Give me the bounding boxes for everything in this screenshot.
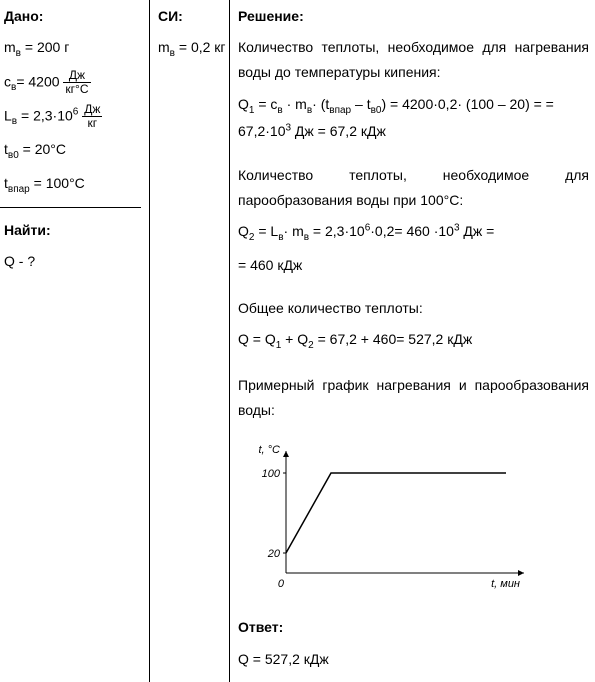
solution-p2: Количество теплоты, необходимое для паро… — [238, 163, 589, 213]
si-column: СИ: mв = 0,2 кг — [150, 0, 230, 682]
heating-chart: 20 100 t, °С t, мин 0 — [246, 433, 589, 601]
find-header: Найти: — [4, 218, 141, 243]
answer-header: Ответ: — [238, 615, 589, 640]
find-block: Найти: Q - ? — [4, 214, 141, 274]
svg-text:t, мин: t, мин — [491, 578, 520, 590]
svg-text:20: 20 — [267, 548, 281, 560]
given-header: Дано: — [4, 4, 141, 29]
svg-text:0: 0 — [278, 578, 285, 590]
answer-value: Q = 527,2 кДж — [238, 647, 589, 672]
given-t-vapor: tвпар = 100°C — [4, 171, 141, 199]
divider — [0, 207, 141, 208]
solution-p1: Количество теплоты, необходимое для нагр… — [238, 35, 589, 85]
chart-svg: 20 100 t, °С t, мин 0 — [246, 433, 536, 593]
solution-eq1: Q1 = св · mв· (tвпар – tв0) = 4200·0,2· … — [238, 92, 589, 145]
solution-column: Решение: Количество теплоты, необходимое… — [230, 0, 595, 682]
solution-header: Решение: — [238, 4, 589, 29]
solution-eq2b: = 460 кДж — [238, 253, 589, 278]
given-specific-heat: св= 4200 Дж кг°С — [4, 69, 141, 97]
si-mass: mв = 0,2 кг — [158, 35, 221, 63]
given-mass: mв = 200 г — [4, 35, 141, 63]
svg-text:t, °С: t, °С — [258, 444, 280, 456]
si-header: СИ: — [158, 4, 221, 29]
given-latent-heat: Lв = 2,3·106 Дж кг — [4, 103, 141, 131]
physics-problem-layout: Дано: mв = 200 г св= 4200 Дж кг°С Lв = 2… — [0, 0, 595, 682]
solution-p3: Общее количество теплоты: — [238, 296, 589, 321]
solution-eq3: Q = Q1 + Q2 = 67,2 + 460= 527,2 кДж — [238, 327, 589, 355]
fraction-l: Дж кг — [82, 103, 102, 130]
solution-eq2: Q2 = Lв· mв = 2,3·106·0,2= 460 ·103 Дж = — [238, 219, 589, 247]
solution-p4: Примерный график нагревания и парообразо… — [238, 373, 589, 423]
given-t-initial: tв0 = 20°C — [4, 137, 141, 165]
fraction-c: Дж кг°С — [63, 69, 90, 96]
svg-text:100: 100 — [262, 468, 281, 480]
given-column: Дано: mв = 200 г св= 4200 Дж кг°С Lв = 2… — [0, 0, 150, 682]
find-q: Q - ? — [4, 249, 141, 274]
